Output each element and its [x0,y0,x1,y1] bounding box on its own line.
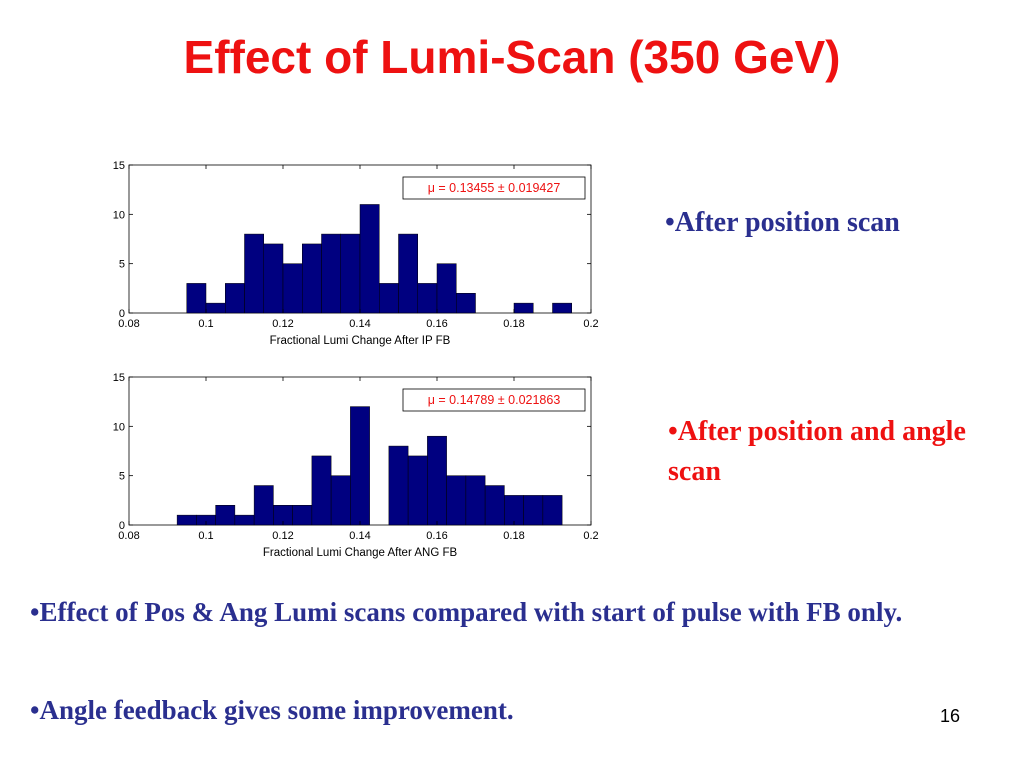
y-tick-label: 15 [113,160,125,172]
histogram-bar [398,233,418,314]
histogram-bar [263,243,284,314]
bullet-angle-feedback: •Angle feedback gives some improvement. [30,695,514,725]
slide-title: Effect of Lumi-Scan (350 GeV) [183,31,841,83]
x-tick-label: 0.12 [272,530,293,542]
histogram-bar [513,302,534,314]
histogram-bar [186,283,207,314]
x-tick-label: 0.16 [426,530,447,542]
x-tick-label: 0.08 [118,530,139,542]
histogram-svg-2: 0.08 0.1 0.12 0.14 0.16 0.18 0.2 0 5 10 15 Fraction… [113,372,599,559]
histogram-bar [456,293,476,314]
stats-box [402,388,586,412]
histogram-bar [330,475,351,526]
histogram-bar [292,505,313,526]
histogram-bar [379,283,399,314]
bullet-effect-of-scans: •Effect of Pos & Ang Lumi scans compared… [30,597,903,627]
histogram-bar [359,204,380,314]
histogram-bar [234,514,255,526]
x-axis-label: Fractional Lumi Change After IP FB [270,335,451,347]
histogram-bar [465,475,486,526]
x-tick-label: 0.1 [198,530,213,542]
stats-annotation: μ = 0.13455 ± 0.019427 [428,181,561,195]
histogram-after-ang-fb: 0.08 0.1 0.12 0.14 0.16 0.18 0.2 0 5 10 15 Fraction… [95,362,615,562]
x-tick-label: 0.2 [583,318,598,330]
histogram-bar [436,263,457,314]
histogram-bar [427,435,447,526]
x-tick-label: 0.16 [426,318,447,330]
x-tick-label: 0.18 [503,318,524,330]
y-tick-label: 5 [119,471,125,483]
histogram-bar [552,302,572,314]
histogram-bar [253,485,274,526]
note-after-position-scan: •After position scan [665,207,900,238]
histogram-bar [542,495,563,526]
histogram-bar [311,455,332,526]
histogram-bar [225,283,245,314]
histogram-bar [388,445,409,526]
x-tick-label: 0.08 [118,318,139,330]
histogram-bar [484,485,505,526]
x-axis-label: Fractional Lumi Change After ANG FB [263,547,458,559]
histogram-bar [302,243,322,314]
histogram-bar [205,302,226,314]
x-tick-label: 0.1 [198,318,213,330]
histogram-bar [176,514,197,526]
histogram-bar [417,283,438,314]
histogram-bar [282,263,303,314]
page-number: 16 [940,706,961,726]
histogram-bar [504,495,524,526]
histogram-bar [407,455,428,526]
y-tick-label: 0 [119,520,125,532]
x-tick-label: 0.14 [349,318,370,330]
y-tick-label: 5 [119,259,125,271]
histogram-bar [350,406,370,526]
x-tick-label: 0.18 [503,530,524,542]
histogram-after-ip-fb: 0.08 0.1 0.12 0.14 0.16 0.18 0.2 0 5 10 15 Fraction… [95,150,615,350]
stats-annotation: μ = 0.14789 ± 0.021863 [428,393,561,407]
histogram-svg-1: 0.08 0.1 0.12 0.14 0.16 0.18 0.2 0 5 10 15 Fraction… [113,160,599,347]
y-tick-label: 10 [113,209,125,221]
histogram-bar [340,233,361,314]
histogram-bar [321,233,341,314]
x-tick-label: 0.14 [349,530,370,542]
x-tick-label: 0.12 [272,318,293,330]
histogram-bar [523,495,544,526]
y-tick-label: 0 [119,308,125,320]
stats-box [402,176,586,200]
x-tick-label: 0.2 [583,530,598,542]
histogram-bar [244,233,264,314]
y-tick-label: 10 [113,421,125,433]
histogram-bar [215,505,236,526]
note-after-position-and-angle-scan: •After position and angle scan [668,416,966,487]
y-tick-label: 15 [113,372,125,384]
histogram-bar [446,475,467,526]
